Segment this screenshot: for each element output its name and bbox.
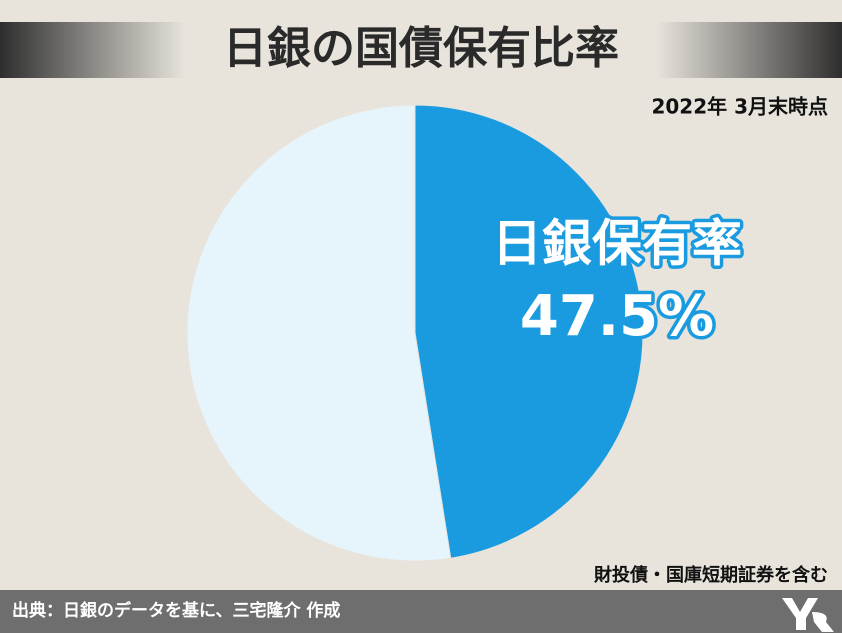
pie <box>186 104 644 562</box>
value-label: 47.5% <box>520 284 714 349</box>
footer-bar <box>0 590 842 633</box>
chart-title: 日銀の国債保有比率 <box>223 23 619 74</box>
source: 出典：日銀のデータを基に、三宅隆介 作成 <box>12 600 340 621</box>
pie-slice <box>186 104 452 562</box>
title-bar <box>0 22 842 78</box>
subtitle: 2022年 3月末時点 <box>651 95 828 119</box>
note: 財投債・国庫短期証券を含む <box>594 564 828 586</box>
slice-label: 日銀保有率 <box>492 215 742 273</box>
pie-slice <box>414 104 644 559</box>
logo <box>782 598 834 632</box>
